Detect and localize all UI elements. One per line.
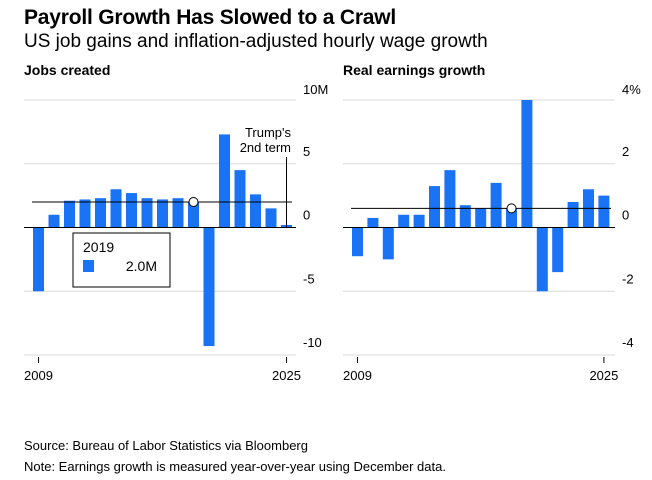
earnings-bar-2018 bbox=[490, 182, 502, 228]
earnings-x-tick-label: 2009 bbox=[343, 368, 372, 383]
earnings-y-tick-label: 0 bbox=[622, 208, 629, 223]
jobs-y-tick-label: 10M bbox=[303, 82, 328, 97]
jobs-y-tick-label: 0 bbox=[303, 208, 310, 223]
jobs-x-tick-label: 2025 bbox=[272, 368, 301, 383]
jobs-bar-2011 bbox=[64, 200, 75, 228]
chart-title: Payroll Growth Has Slowed to a Crawl bbox=[24, 6, 397, 29]
jobs-bar-2022 bbox=[234, 170, 246, 228]
earnings-bar-2023 bbox=[567, 202, 579, 228]
footnote: Note: Earnings growth is measured year-o… bbox=[24, 459, 446, 474]
jobs-y-tick-label: -10 bbox=[303, 335, 322, 350]
earnings-x-tick-label: 2025 bbox=[589, 368, 618, 383]
jobs-panel-title: Jobs created bbox=[24, 62, 111, 78]
jobs-bar-2013 bbox=[95, 198, 106, 228]
jobs-bar-2010 bbox=[48, 214, 60, 228]
jobs-bar-2009 bbox=[33, 227, 44, 292]
source-note: Source: Bureau of Labor Statistics via B… bbox=[24, 438, 308, 453]
jobs-bar-2017 bbox=[157, 199, 168, 228]
earnings-bar-2013 bbox=[413, 214, 425, 228]
earnings-y-tick-label: -4 bbox=[622, 335, 634, 350]
earnings-y-tick-label: -2 bbox=[622, 271, 634, 286]
jobs-bar-2020 bbox=[203, 227, 215, 347]
earnings-y-tick-label: 4% bbox=[622, 82, 641, 97]
jobs-legend-value: 2.0M bbox=[126, 258, 157, 274]
jobs-bar-2015 bbox=[126, 193, 137, 228]
earnings-bar-2020 bbox=[521, 100, 533, 228]
jobs-bar-2019 bbox=[188, 202, 199, 228]
jobs-bar-2014 bbox=[110, 189, 122, 228]
jobs-x-tick-label: 2009 bbox=[24, 368, 53, 383]
jobs-bar-2012 bbox=[79, 199, 91, 228]
jobs-reference-marker bbox=[188, 197, 199, 207]
earnings-bar-2014 bbox=[429, 186, 440, 228]
earnings-bar-2022 bbox=[552, 227, 564, 273]
jobs-bar-2018 bbox=[172, 198, 184, 228]
earnings-bar-2009 bbox=[352, 227, 363, 257]
jobs-bar-2023 bbox=[250, 194, 261, 228]
earnings-bar-2017 bbox=[475, 208, 487, 228]
earnings-bar-2012 bbox=[398, 214, 410, 228]
jobs-y-tick-label: 5 bbox=[303, 144, 310, 159]
jobs-bar-2021 bbox=[219, 134, 230, 228]
earnings-bar-2011 bbox=[382, 227, 394, 260]
earnings-bar-2010 bbox=[367, 217, 379, 228]
jobs-y-tick-label: -5 bbox=[303, 271, 315, 286]
jobs-legend-swatch bbox=[83, 260, 94, 272]
earnings-panel-title: Real earnings growth bbox=[343, 62, 486, 78]
earnings-reference-marker bbox=[506, 203, 517, 214]
earnings-bar-2025 bbox=[598, 195, 610, 228]
earnings-bar-2019 bbox=[506, 208, 517, 228]
chart-subtitle: US job gains and inflation-adjusted hour… bbox=[24, 31, 488, 52]
jobs-bar-2016 bbox=[141, 198, 153, 228]
earnings-y-tick-label: 2 bbox=[622, 144, 629, 159]
jobs-legend-year: 2019 bbox=[83, 239, 114, 255]
jobs-bar-2024 bbox=[265, 208, 277, 228]
earnings-bar-2015 bbox=[444, 170, 456, 228]
earnings-bar-2021 bbox=[536, 227, 548, 292]
earnings-bar-2016 bbox=[459, 205, 471, 228]
jobs-annotation-label: Trump's bbox=[245, 125, 292, 140]
jobs-annotation-label: 2nd term bbox=[240, 140, 291, 155]
jobs-legend-box bbox=[72, 232, 171, 288]
